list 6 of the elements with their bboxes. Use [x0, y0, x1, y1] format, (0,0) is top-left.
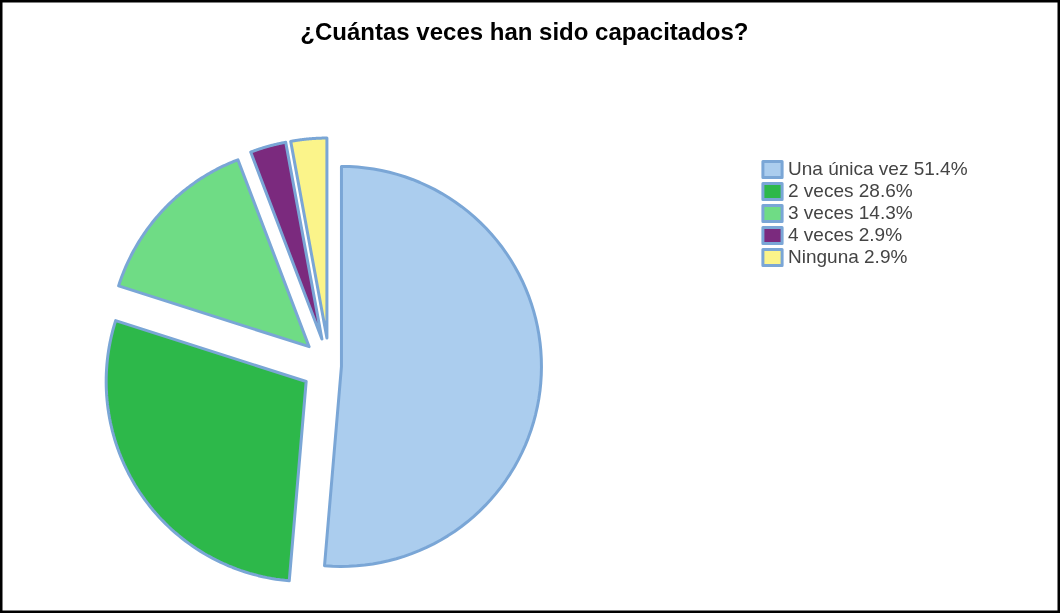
- legend-label: Ninguna 2.9%: [788, 246, 908, 268]
- legend-label: 2 veces 28.6%: [788, 180, 913, 202]
- chart-title: ¿Cuántas veces han sido capacitados?: [300, 17, 749, 45]
- legend-label: Una única vez 51.4%: [788, 158, 968, 180]
- legend-label: 3 veces 14.3%: [788, 202, 913, 224]
- legend-label: 4 veces 2.9%: [788, 224, 903, 246]
